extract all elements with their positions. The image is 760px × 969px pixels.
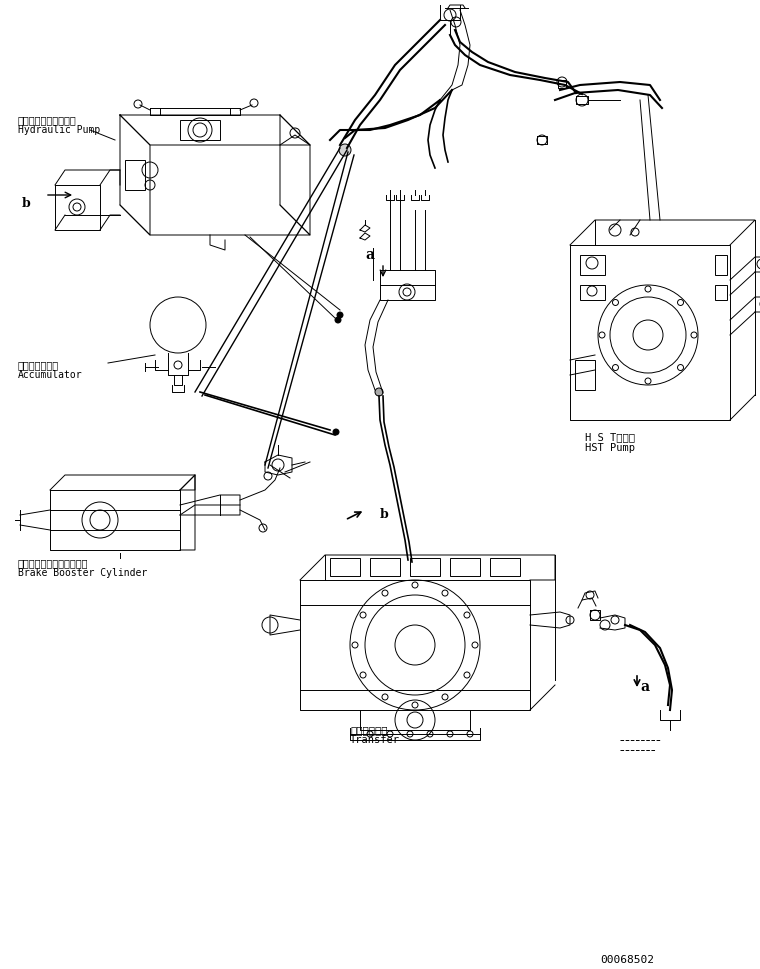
Text: H S Tポンプ: H S Tポンプ [585, 432, 635, 442]
Bar [410, 558, 440, 576]
Circle shape [375, 388, 383, 396]
Text: アキュムレータ: アキュムレータ [18, 360, 59, 370]
Text: HST Pump: HST Pump [585, 443, 635, 453]
Circle shape [337, 312, 343, 318]
Bar [580, 255, 605, 275]
Text: a: a [640, 680, 649, 694]
Circle shape [339, 144, 351, 156]
Circle shape [333, 429, 339, 435]
Text: b: b [22, 197, 30, 210]
Text: トランスファ: トランスファ [350, 725, 388, 735]
Bar [180, 120, 220, 140]
Bar [370, 558, 400, 576]
Text: ハイドロリックポンプ: ハイドロリックポンプ [18, 115, 77, 125]
Bar [715, 255, 727, 275]
Bar [450, 558, 480, 576]
Text: a: a [365, 248, 374, 262]
Text: Accumulator: Accumulator [18, 370, 83, 380]
Circle shape [335, 317, 341, 323]
Text: Brake Booster Cylinder: Brake Booster Cylinder [18, 568, 147, 578]
Text: 00068502: 00068502 [600, 955, 654, 965]
Bar [580, 285, 605, 300]
Bar [490, 558, 520, 576]
Text: b: b [380, 508, 389, 521]
Text: Hydraulic Pump: Hydraulic Pump [18, 125, 100, 135]
Bar [575, 360, 595, 390]
Bar [330, 558, 360, 576]
Bar [125, 160, 145, 190]
Bar [715, 285, 727, 300]
Text: Transfer: Transfer [350, 735, 400, 745]
Text: ブレーキブースタシリンダ: ブレーキブースタシリンダ [18, 558, 88, 568]
